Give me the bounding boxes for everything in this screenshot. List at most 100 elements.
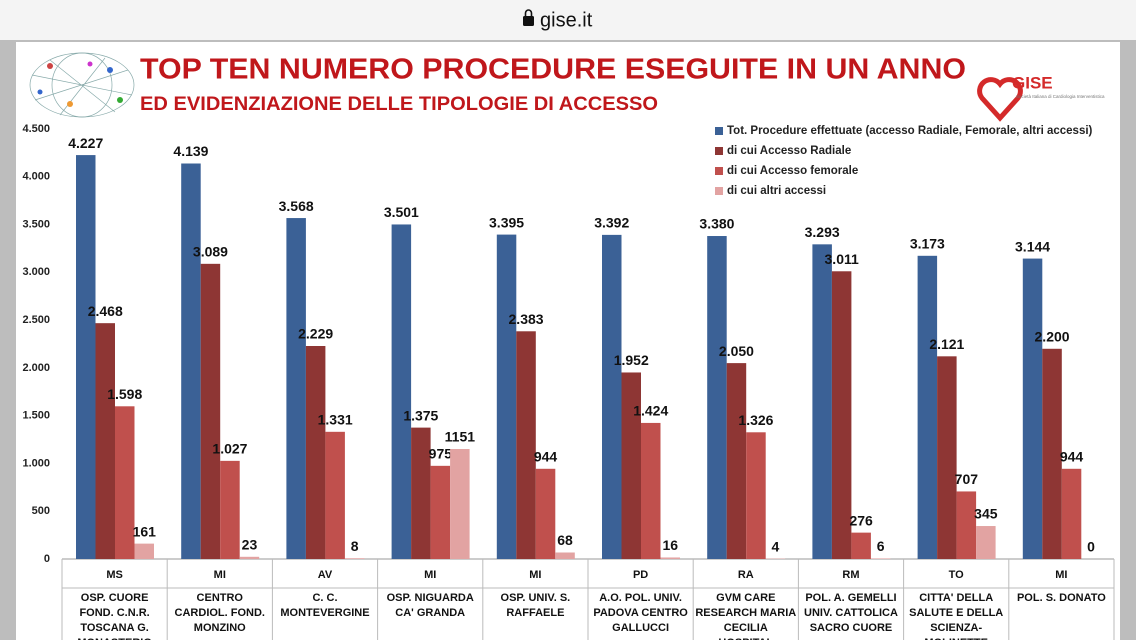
value-label: 3.173 bbox=[910, 236, 945, 252]
value-label: 1.027 bbox=[212, 441, 247, 457]
x-tick-label: GVM CARE RESEARCH MARIA CECILIA HOSPITAL bbox=[695, 592, 797, 640]
bar bbox=[115, 406, 135, 559]
value-label: 944 bbox=[1060, 448, 1084, 464]
bar bbox=[641, 422, 661, 559]
y-tick-label: 3.500 bbox=[22, 218, 50, 230]
value-label: 0 bbox=[1087, 539, 1095, 555]
value-label: 3.089 bbox=[193, 244, 228, 260]
url: gise.it bbox=[540, 9, 593, 31]
bar bbox=[812, 244, 832, 559]
x-tick-label: A.O. POL. UNIV. PADOVA CENTRO GALLUCCI bbox=[593, 592, 688, 634]
legend-swatch bbox=[715, 127, 723, 135]
value-label: 23 bbox=[242, 537, 258, 553]
gise-logo bbox=[977, 77, 1023, 122]
bar bbox=[602, 234, 622, 559]
province-label: TO bbox=[948, 569, 964, 581]
value-label: 707 bbox=[955, 471, 979, 487]
chart-title: TOP TEN NUMERO PROCEDURE ESEGUITE IN UN … bbox=[140, 54, 966, 86]
value-label: 3.392 bbox=[594, 215, 629, 231]
logo-name: GISE bbox=[1012, 73, 1053, 92]
value-label: 2.229 bbox=[298, 326, 333, 342]
value-label: 3.144 bbox=[1015, 238, 1050, 254]
x-tick-label: C. C. MONTEVERGINE bbox=[280, 592, 370, 619]
bar bbox=[707, 236, 727, 559]
x-tick-label: OSP. CUORE FOND. C.N.R. TOSCANA G. MONAS… bbox=[77, 592, 152, 640]
value-label: 1.424 bbox=[633, 403, 668, 419]
bar bbox=[200, 263, 221, 559]
value-label: 3.011 bbox=[825, 251, 859, 267]
bar bbox=[134, 543, 154, 559]
value-label: 16 bbox=[662, 537, 678, 553]
value-label: 345 bbox=[974, 506, 998, 522]
y-tick-label: 1.500 bbox=[22, 410, 50, 422]
bar bbox=[1042, 348, 1062, 559]
logo-tagline: Società Italiana di Cardiologia Interven… bbox=[1016, 94, 1105, 99]
value-label: 975 bbox=[429, 446, 453, 462]
province-label: PD bbox=[632, 569, 649, 581]
bar bbox=[430, 465, 451, 559]
legend-swatch bbox=[715, 147, 723, 155]
legend-label: Tot. Procedure effettuate (accesso Radia… bbox=[727, 125, 1093, 137]
value-label: 1.331 bbox=[318, 412, 353, 428]
bar bbox=[956, 491, 977, 559]
legend-swatch bbox=[715, 187, 723, 195]
bar bbox=[344, 558, 365, 559]
value-label: 1.598 bbox=[107, 386, 142, 402]
province-label: MI bbox=[529, 569, 542, 581]
bar bbox=[851, 532, 871, 559]
value-label: 6 bbox=[877, 538, 885, 554]
x-tick-label: POL. S. DONATO bbox=[1016, 592, 1106, 604]
value-label: 161 bbox=[133, 523, 157, 539]
bar bbox=[391, 224, 412, 559]
bar bbox=[660, 557, 680, 559]
x-tick-label: CENTRO CARDIOL. FOND. MONZINO bbox=[174, 592, 265, 634]
network-illustration bbox=[29, 52, 135, 118]
browser-bar bbox=[0, 0, 1136, 40]
y-tick-label: 1.000 bbox=[22, 457, 50, 469]
value-label: 3.380 bbox=[699, 216, 734, 232]
value-label: 276 bbox=[849, 512, 873, 528]
value-label: 3.568 bbox=[279, 198, 314, 214]
bar bbox=[76, 155, 96, 559]
province-label: RM bbox=[842, 569, 860, 581]
value-label: 2.383 bbox=[509, 311, 544, 327]
bar bbox=[411, 427, 431, 559]
bar bbox=[831, 271, 852, 559]
value-label: 3.501 bbox=[384, 204, 419, 220]
bar bbox=[450, 449, 470, 559]
value-label: 944 bbox=[534, 448, 558, 464]
value-label: 2.050 bbox=[719, 343, 754, 359]
bar bbox=[325, 431, 345, 559]
bar bbox=[220, 460, 240, 559]
bar bbox=[1022, 258, 1043, 559]
bar bbox=[95, 323, 115, 559]
bar bbox=[1061, 468, 1082, 559]
bar bbox=[726, 363, 747, 559]
chart-subtitle: ED EVIDENZIAZIONE DELLE TIPOLOGIE DI ACC… bbox=[140, 94, 658, 115]
x-tick-label: OSP. NIGUARDA CA' GRANDA bbox=[386, 592, 474, 619]
bar bbox=[535, 468, 556, 559]
value-label: 4 bbox=[772, 538, 780, 554]
value-label: 1.326 bbox=[738, 412, 773, 428]
value-label: 2.200 bbox=[1035, 328, 1070, 344]
bar bbox=[305, 346, 326, 559]
province-label: RA bbox=[737, 569, 754, 581]
y-tick-label: 4.500 bbox=[22, 123, 50, 135]
value-label: 2.468 bbox=[88, 303, 123, 319]
bar bbox=[181, 163, 201, 560]
bar bbox=[976, 526, 996, 559]
bar bbox=[496, 234, 517, 560]
legend-swatch bbox=[715, 167, 723, 175]
value-label: 4.227 bbox=[68, 135, 103, 151]
province-label: MS bbox=[106, 569, 123, 581]
y-tick-label: 0 bbox=[44, 553, 50, 565]
lock-icon bbox=[523, 9, 534, 26]
province-label: AV bbox=[317, 569, 333, 581]
value-label: 4.139 bbox=[173, 143, 208, 159]
bar bbox=[286, 218, 306, 559]
bar bbox=[746, 432, 766, 559]
province-label: MI bbox=[424, 569, 437, 581]
province-label: MI bbox=[1055, 569, 1068, 581]
